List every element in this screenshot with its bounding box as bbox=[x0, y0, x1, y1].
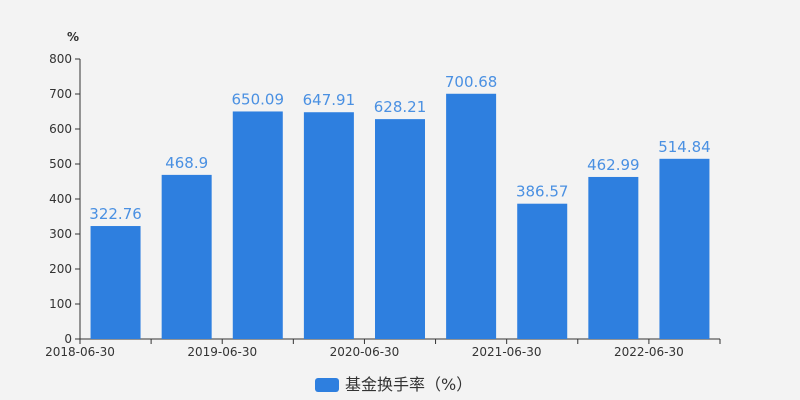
legend-label[interactable]: 基金换手率（%） bbox=[345, 375, 472, 394]
y-tick-label: 700 bbox=[49, 87, 72, 101]
bar-value-label: 650.09 bbox=[232, 90, 285, 108]
y-tick-label: 400 bbox=[49, 192, 72, 206]
bar-value-label: 647.91 bbox=[303, 91, 356, 109]
bar-value-label: 514.84 bbox=[658, 138, 711, 156]
y-tick-label: 500 bbox=[49, 157, 72, 171]
x-tick-label: 2019-06-30 bbox=[187, 345, 257, 359]
bar-2018-06-30[interactable] bbox=[90, 226, 141, 339]
x-tick-label: 2022-06-30 bbox=[614, 345, 684, 359]
bar-2018-12-31[interactable] bbox=[161, 174, 212, 339]
y-tick-label: 800 bbox=[49, 52, 72, 66]
bar-2020-06-30[interactable] bbox=[375, 119, 425, 340]
bar-value-label: 700.68 bbox=[445, 73, 498, 91]
y-axis-unit-label: % bbox=[67, 30, 79, 44]
bar-value-label: 628.21 bbox=[374, 98, 427, 116]
bar-2021-12-31[interactable] bbox=[588, 176, 639, 339]
bar-value-label: 468.9 bbox=[165, 154, 208, 172]
x-tick-label: 2020-06-30 bbox=[330, 345, 400, 359]
y-tick-label: 600 bbox=[49, 122, 72, 136]
bar-2019-06-30[interactable] bbox=[232, 111, 283, 339]
y-axis: 0 100 200 300 400 500 600 700 800% bbox=[49, 30, 81, 346]
x-axis: 2018-06-30 2019-06-30 2020-06-30 2021-06-30… bbox=[45, 338, 721, 359]
y-tick-label: 300 bbox=[49, 227, 72, 241]
y-tick-label: 200 bbox=[49, 262, 72, 276]
y-tick-label: 0 bbox=[64, 332, 72, 346]
x-tick-label: 2021-06-30 bbox=[472, 345, 542, 359]
y-tick-label: 100 bbox=[49, 297, 72, 311]
bar-value-label: 322.76 bbox=[89, 205, 142, 223]
bar-2022-06-30[interactable] bbox=[659, 158, 710, 339]
bar-value-label: 386.57 bbox=[516, 183, 569, 201]
bar-2021-06-30[interactable] bbox=[517, 203, 568, 339]
x-tick-label: 2018-06-30 bbox=[45, 345, 115, 359]
legend-swatch[interactable] bbox=[315, 378, 339, 392]
bar-value-label: 462.99 bbox=[587, 156, 640, 174]
bars bbox=[90, 93, 710, 340]
bar-2019-12-31[interactable] bbox=[303, 112, 354, 339]
legend[interactable]: 基金换手率（%） bbox=[315, 375, 472, 394]
data-labels: 322.76 468.9 650.09 647.91 628.21 700.68 386.5… bbox=[89, 73, 710, 223]
bar-2020-12-31[interactable] bbox=[446, 93, 497, 340]
